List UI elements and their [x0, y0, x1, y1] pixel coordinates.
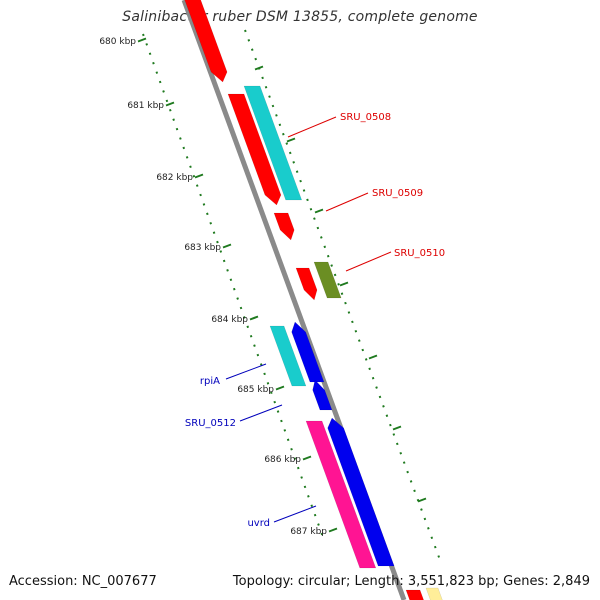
gene-feature[interactable] [295, 267, 318, 301]
gene-feature[interactable] [291, 321, 325, 383]
inner-major-tick [137, 37, 147, 43]
gene-feature[interactable] [273, 212, 295, 241]
gene-feature[interactable] [405, 589, 425, 600]
label-leader-line [345, 251, 392, 272]
label-leader-line [287, 116, 337, 138]
scale-label: 683 kbp [184, 243, 221, 253]
gene-feature[interactable] [243, 85, 303, 201]
inner-major-tick [222, 243, 232, 249]
outer-major-tick [368, 354, 378, 360]
outer-major-tick [286, 137, 296, 143]
topology-text: Topology: circular; Length: 3,551,823 bp… [232, 574, 590, 589]
label-leader-lines [225, 116, 392, 523]
outer-tick-track [244, 29, 441, 561]
accession-text: Accession: NC_007677 [9, 574, 157, 589]
outer-major-tick [417, 497, 427, 503]
gene-label[interactable]: SRU_0508 [340, 112, 391, 123]
gene-label[interactable]: SRU_0510 [394, 248, 445, 259]
outer-major-tick [339, 281, 349, 287]
gene-feature[interactable] [327, 417, 395, 567]
inner-major-tick [194, 173, 204, 179]
scale-label: 684 kbp [211, 315, 248, 325]
label-leader-line [239, 404, 283, 422]
outer-major-tick [254, 65, 264, 71]
inner-major-ticks [137, 37, 338, 533]
label-leader-line [225, 363, 267, 380]
scale-label: 680 kbp [99, 37, 136, 47]
gene-label[interactable]: rpiA [200, 376, 220, 387]
scale-labels: 680 kbp 681 kbp 682 kbp 683 kbp 684 kbp 685 k… [99, 37, 327, 537]
gene-feature[interactable] [305, 420, 377, 569]
outer-major-tick [392, 425, 402, 431]
gene-label[interactable]: uvrd [247, 518, 270, 529]
gene-feature[interactable] [184, 0, 228, 83]
inner-major-tick [165, 101, 175, 107]
gene-label[interactable]: SRU_0512 [185, 418, 236, 429]
scale-label: 686 kbp [264, 455, 301, 465]
label-leader-line [273, 505, 317, 523]
gene-feature[interactable] [425, 587, 444, 600]
gene-feature[interactable] [269, 325, 307, 387]
gene-label[interactable]: SRU_0509 [372, 188, 423, 199]
gene-feature[interactable] [227, 93, 282, 206]
scale-label: 681 kbp [127, 101, 164, 111]
outer-major-ticks [254, 65, 427, 503]
inner-major-tick [328, 527, 338, 533]
scale-label: 685 kbp [237, 385, 274, 395]
label-leader-line [325, 192, 369, 212]
outer-major-tick [314, 208, 324, 214]
scale-label: 687 kbp [290, 527, 327, 537]
scale-label: 682 kbp [156, 173, 193, 183]
inner-major-tick [249, 315, 259, 321]
gene-feature[interactable] [313, 261, 342, 299]
inner-major-tick [275, 385, 285, 391]
gene-features [184, 0, 444, 600]
genome-title: Salinibacter ruber DSM 13855, complete g… [122, 9, 478, 25]
inner-major-tick [302, 455, 312, 461]
gene-feature[interactable] [312, 379, 333, 411]
